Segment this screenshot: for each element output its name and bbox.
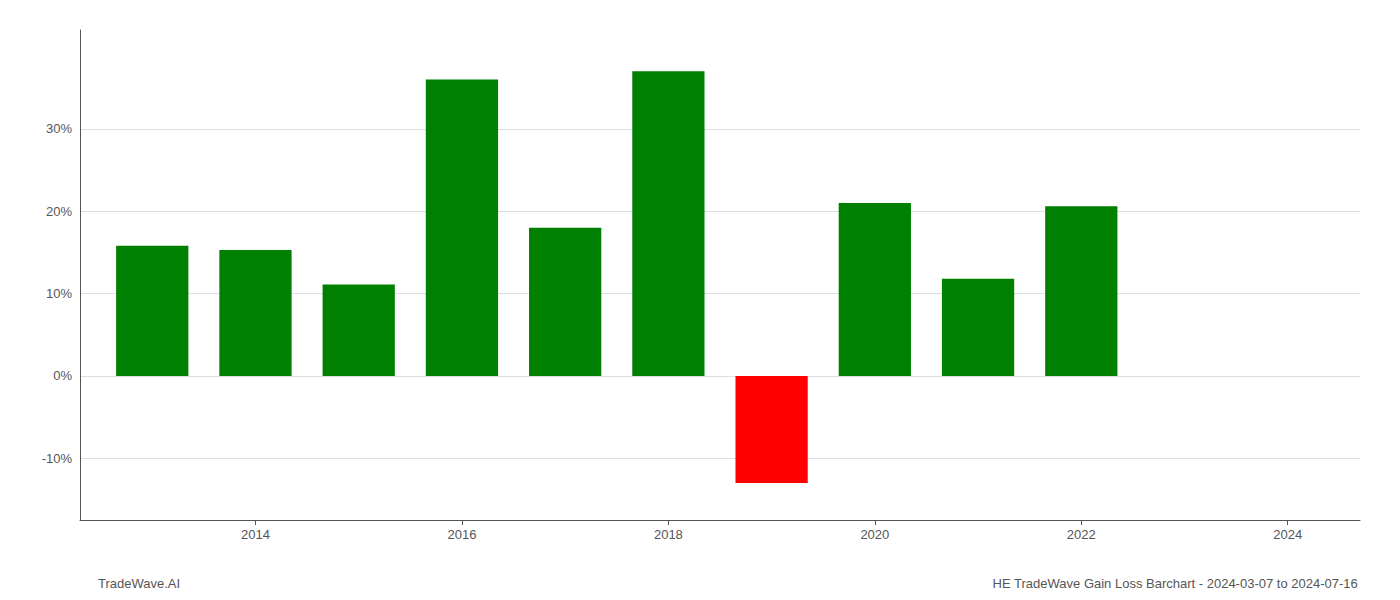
svg-text:30%: 30% — [46, 121, 72, 136]
svg-text:HE TradeWave Gain Loss Barchar: HE TradeWave Gain Loss Barchart - 2024-0… — [993, 576, 1358, 591]
svg-text:20%: 20% — [46, 204, 72, 219]
svg-text:2018: 2018 — [654, 527, 683, 542]
svg-text:2020: 2020 — [860, 527, 889, 542]
svg-text:2022: 2022 — [1067, 527, 1096, 542]
svg-text:10%: 10% — [46, 286, 72, 301]
svg-text:0%: 0% — [53, 368, 72, 383]
svg-text:2024: 2024 — [1273, 527, 1302, 542]
svg-text:-10%: -10% — [42, 451, 73, 466]
svg-text:2014: 2014 — [241, 527, 270, 542]
svg-text:2016: 2016 — [447, 527, 476, 542]
svg-text:TradeWave.AI: TradeWave.AI — [98, 576, 180, 591]
